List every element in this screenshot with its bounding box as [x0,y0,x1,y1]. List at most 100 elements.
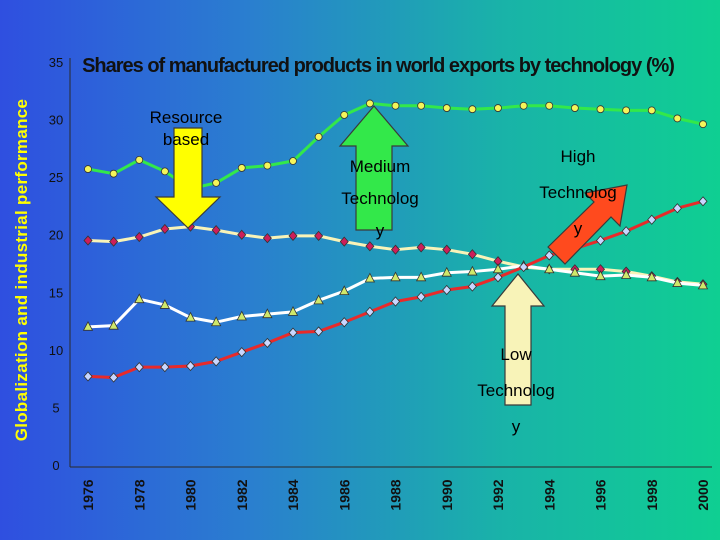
data-point [467,249,477,260]
data-point [698,196,708,207]
data-point [134,293,145,304]
x-tick-label: 1992 [490,479,506,510]
data-point [467,281,477,292]
data-point [236,310,247,321]
data-point [595,235,606,246]
data-point [185,360,196,372]
data-point [211,225,221,236]
annotation-label-1: based [163,130,209,149]
data-point [339,236,349,247]
data-point [442,284,452,296]
data-point [134,231,144,243]
data-point [390,271,401,282]
data-point [262,233,272,244]
data-point [134,362,144,373]
annotation-label-3: y [574,219,583,238]
data-point [417,101,426,110]
data-point [135,155,144,164]
y-tick-label: 30 [49,113,63,128]
data-point [263,161,272,170]
annotation-arrow-3 [547,184,628,265]
data-point [519,101,528,110]
data-point [544,250,554,261]
data-point [339,317,349,328]
annotation-label-2: Medium [350,157,410,176]
data-point [493,272,503,283]
data-point [83,371,93,382]
data-point [313,294,324,305]
data-point [672,203,682,214]
data-point [262,337,272,349]
annotation-label-3: High [561,147,596,166]
data-point [467,265,478,276]
data-point [415,271,427,282]
y-tick-label: 0 [52,458,59,473]
data-point [212,178,221,187]
x-tick-label: 1986 [336,479,352,510]
annotation-arrow-4 [490,273,546,406]
data-point [519,261,529,273]
data-point [622,106,631,115]
data-point [108,319,119,330]
data-point [314,132,323,141]
data-point [109,236,119,247]
data-point [237,229,247,240]
data-point [160,223,170,235]
data-point [442,104,451,112]
x-tick-label: 1982 [234,479,250,510]
data-point [620,269,632,279]
data-point [211,356,221,367]
data-point [699,120,707,129]
data-point [647,214,657,225]
data-point [621,226,631,237]
data-point [595,270,606,281]
data-point [570,104,579,112]
data-point [160,167,169,176]
data-point [365,241,375,252]
annotation-label-3: Technolog [539,183,617,202]
data-point [673,114,682,123]
annotation-label-1: Resource [150,108,223,127]
annotation-labels: Resource based Medium Technolog y High Technol… [150,108,617,436]
data-point [544,263,555,274]
data-point [441,266,452,277]
y-tick-label: 10 [49,343,63,358]
data-point [391,101,400,110]
annotation-arrow-2 [338,105,410,231]
data-point [83,235,93,246]
data-point [289,157,297,165]
data-point [647,106,656,115]
annotation-label-4: Low [500,345,532,364]
data-point [210,316,222,327]
annotation-label-4: Technolog [477,381,555,400]
data-point [416,242,426,253]
x-tick-label: 1998 [644,479,660,510]
data-point [109,169,118,178]
x-tick-label: 1978 [131,479,147,510]
data-point [340,111,349,119]
annotation-label-4: y [512,417,521,436]
y-tick-label: 35 [49,55,63,70]
data-point [314,230,324,241]
x-tick-label: 1980 [183,479,199,510]
data-point [339,285,350,296]
data-point [697,279,709,290]
data-point [596,105,605,114]
data-point [287,306,299,316]
data-point [416,291,426,302]
y-tick-label: 25 [49,170,63,185]
x-tick-label: 1976 [80,479,96,510]
series-group [82,99,709,383]
data-point [494,104,502,112]
data-point [185,311,196,322]
data-point [569,266,581,277]
data-point [672,277,683,287]
x-tick-label: 1984 [285,479,301,510]
data-point [84,165,92,173]
data-point [262,308,273,319]
data-point [288,230,298,241]
y-tick-label: 20 [49,228,63,243]
data-point [314,326,324,337]
